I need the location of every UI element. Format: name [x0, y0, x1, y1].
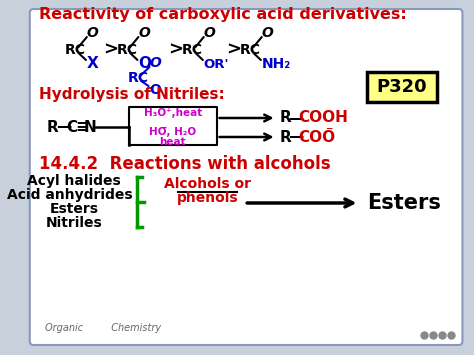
Text: phenols: phenols	[177, 191, 238, 205]
Text: Acyl halides: Acyl halides	[27, 174, 121, 188]
Text: R: R	[279, 130, 291, 144]
Text: Organic         Chemistry: Organic Chemistry	[45, 323, 161, 333]
Text: RC: RC	[65, 43, 86, 57]
Text: R: R	[279, 110, 291, 126]
Text: 14.4.2  Reactions with alcohols: 14.4.2 Reactions with alcohols	[39, 155, 330, 173]
FancyBboxPatch shape	[367, 72, 437, 102]
Text: ⁻: ⁻	[325, 124, 333, 138]
Text: ≡: ≡	[75, 118, 89, 136]
Text: C: C	[67, 120, 78, 135]
Text: X: X	[87, 56, 99, 71]
Text: O: O	[204, 26, 216, 40]
Text: P320: P320	[376, 78, 427, 96]
Text: >: >	[103, 41, 118, 59]
Text: RC: RC	[240, 43, 261, 57]
Text: Reactivity of carboxylic acid derivatives:: Reactivity of carboxylic acid derivative…	[39, 7, 407, 22]
Text: O: O	[149, 83, 161, 97]
Text: —: —	[289, 130, 304, 144]
Text: heat: heat	[160, 137, 186, 147]
Text: Nitriles: Nitriles	[46, 216, 102, 230]
Text: Esters: Esters	[367, 193, 441, 213]
Text: O: O	[138, 56, 151, 71]
Text: RC: RC	[182, 43, 203, 57]
Text: O: O	[149, 56, 161, 70]
Text: Esters: Esters	[49, 202, 99, 216]
Text: —: —	[56, 120, 72, 135]
Text: HO̅, H₂O: HO̅, H₂O	[149, 127, 197, 137]
Text: —: —	[289, 110, 304, 126]
Text: RC: RC	[128, 71, 148, 85]
Text: OR': OR'	[204, 58, 229, 71]
Text: Alcohols or: Alcohols or	[164, 177, 251, 191]
Text: N: N	[83, 120, 96, 135]
Text: Acid anhydrides: Acid anhydrides	[7, 188, 132, 202]
Text: COO: COO	[299, 130, 336, 144]
Text: COOH: COOH	[299, 110, 348, 126]
Text: R: R	[46, 120, 58, 135]
Text: >: >	[168, 41, 183, 59]
Text: O: O	[138, 26, 150, 40]
Text: O: O	[87, 26, 99, 40]
Text: O: O	[262, 26, 273, 40]
Text: RC: RC	[116, 43, 137, 57]
Text: >: >	[226, 41, 241, 59]
Text: Hydrolysis of Nitriles:: Hydrolysis of Nitriles:	[39, 87, 225, 102]
Text: H₃O⁺,heat: H₃O⁺,heat	[144, 108, 202, 118]
FancyBboxPatch shape	[30, 9, 463, 345]
Text: NH₂: NH₂	[262, 57, 291, 71]
